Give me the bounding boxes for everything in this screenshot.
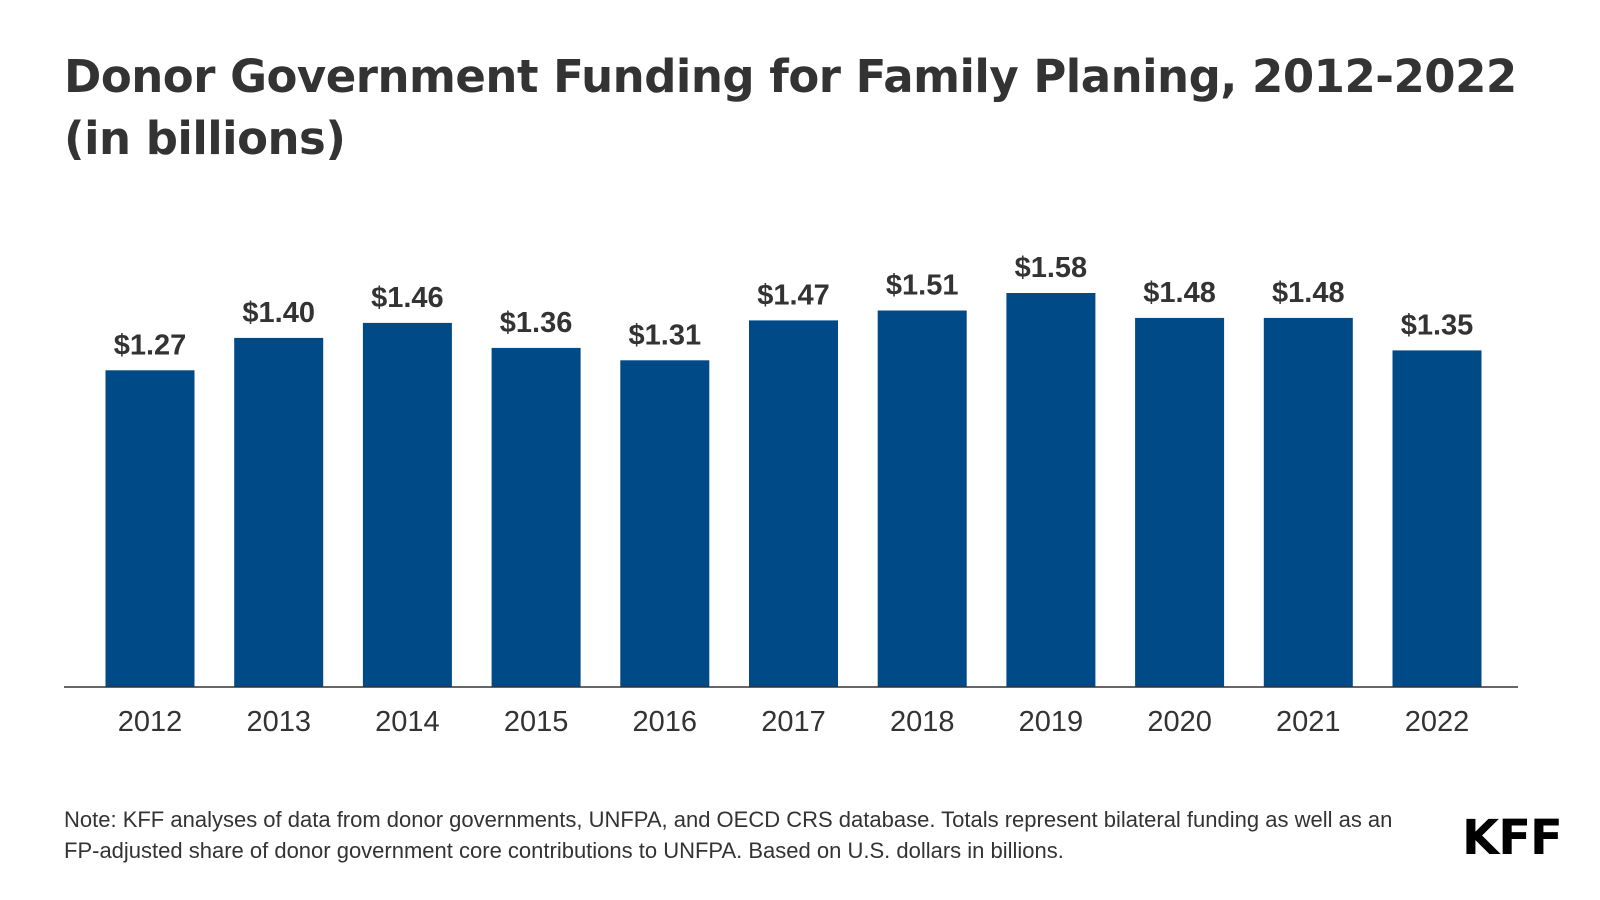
value-label-2017: $1.47 — [757, 279, 830, 311]
bar-2014 — [362, 322, 452, 687]
bar-2013 — [234, 337, 324, 687]
bar-2020 — [1135, 317, 1225, 687]
value-label-2019: $1.58 — [1015, 252, 1088, 284]
bars-group — [105, 293, 1482, 687]
bar-2015 — [491, 347, 581, 687]
value-label-2014: $1.46 — [371, 282, 444, 314]
x-tick-label-2022: 2022 — [1405, 706, 1470, 738]
value-label-2013: $1.40 — [242, 297, 315, 329]
x-tick-label-2019: 2019 — [1019, 706, 1084, 738]
value-label-2021: $1.48 — [1272, 277, 1345, 309]
value-labels-group: $1.27 $1.40 $1.46 $1.36 $1.31 $1.47 $1.51 $1.58… — [114, 252, 1474, 361]
footnote: Note: KFF analyses of data from donor go… — [64, 807, 1393, 863]
bar-2017 — [749, 320, 838, 687]
x-tick-label-2013: 2013 — [246, 706, 311, 738]
kff-logo: KFF — [1462, 810, 1563, 866]
x-tick-label-2018: 2018 — [890, 706, 955, 738]
x-tick-label-2017: 2017 — [761, 706, 826, 738]
value-label-2012: $1.27 — [114, 329, 187, 361]
x-tick-label-2014: 2014 — [375, 706, 440, 738]
bar-2018 — [877, 310, 967, 687]
x-tick-label-2015: 2015 — [504, 706, 569, 738]
value-label-2020: $1.48 — [1143, 277, 1216, 309]
value-label-2016: $1.31 — [629, 319, 702, 351]
value-label-2018: $1.51 — [886, 270, 959, 302]
x-tick-label-2016: 2016 — [633, 706, 698, 738]
x-tick-labels-group: 2012 2013 2014 2015 2016 2017 2018 2019 2020 2021… — [118, 706, 1470, 738]
value-label-2015: $1.36 — [500, 307, 573, 339]
x-tick-label-2020: 2020 — [1147, 706, 1212, 738]
bar-2012 — [105, 370, 195, 687]
bar-2022 — [1392, 350, 1482, 687]
bar-2021 — [1263, 317, 1353, 687]
bar-2016 — [620, 360, 710, 687]
value-label-2022: $1.35 — [1401, 309, 1474, 341]
chart-title: Donor Government Funding for Family Plan… — [64, 50, 1517, 165]
x-tick-label-2012: 2012 — [118, 706, 183, 738]
x-tick-label-2021: 2021 — [1276, 706, 1341, 738]
bar-2019 — [1006, 293, 1096, 687]
